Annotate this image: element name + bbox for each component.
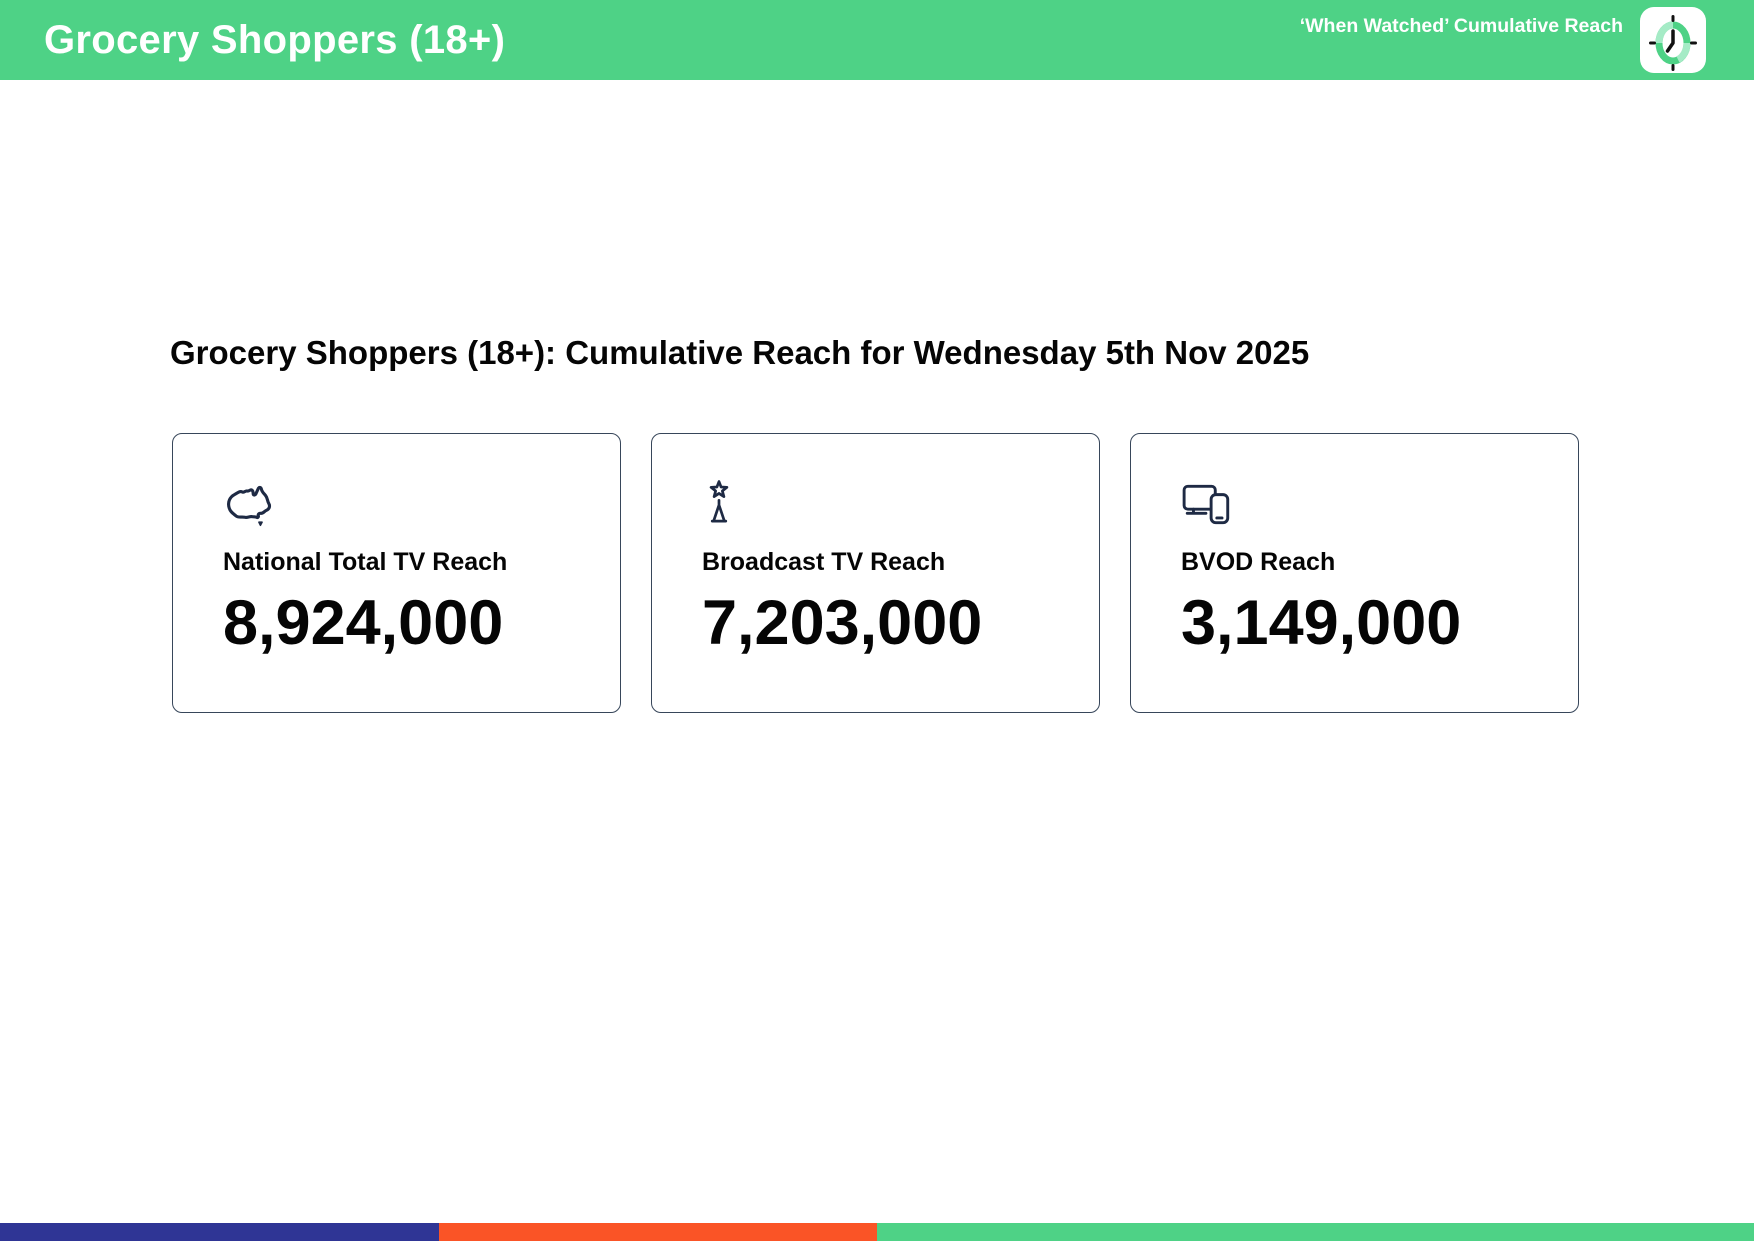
kpi-value: 3,149,000 [1181, 587, 1462, 658]
kpi-value: 8,924,000 [223, 587, 504, 658]
header-subtitle: ‘When Watched’ Cumulative Reach [1299, 14, 1623, 37]
kpi-card-bvod-reach: BVOD Reach 3,149,000 [1130, 433, 1579, 713]
kpi-label: BVOD Reach [1181, 548, 1336, 576]
kpi-card-broadcast-tv-reach: Broadcast TV Reach 7,203,000 [651, 433, 1100, 713]
kpi-label: National Total TV Reach [223, 548, 508, 576]
kpi-value: 7,203,000 [702, 587, 983, 658]
footer-orange-segment [438, 1223, 877, 1241]
header-bar: Grocery Shoppers (18+) ‘When Watched’ Cu… [0, 0, 1754, 80]
clock-app-icon [1640, 7, 1706, 73]
kpi-label: Broadcast TV Reach [702, 548, 946, 576]
section-heading: Grocery Shoppers (18+): Cumulative Reach… [170, 334, 1310, 371]
footer-green-segment [877, 1223, 1754, 1241]
australia-map-icon [223, 480, 600, 530]
footer-brand-stripe [0, 1223, 1754, 1241]
tv-and-phone-icon [1181, 480, 1558, 530]
header-right-group: ‘When Watched’ Cumulative Reach [1300, 7, 1706, 73]
page-title: Grocery Shoppers (18+) [44, 18, 506, 62]
footer-navy-segment [0, 1223, 439, 1241]
kpi-cards-row: National Total TV Reach 8,924,000 Broadc… [172, 433, 1579, 713]
broadcast-tower-icon [702, 480, 1079, 530]
kpi-card-national-total-tv-reach: National Total TV Reach 8,924,000 [172, 433, 621, 713]
